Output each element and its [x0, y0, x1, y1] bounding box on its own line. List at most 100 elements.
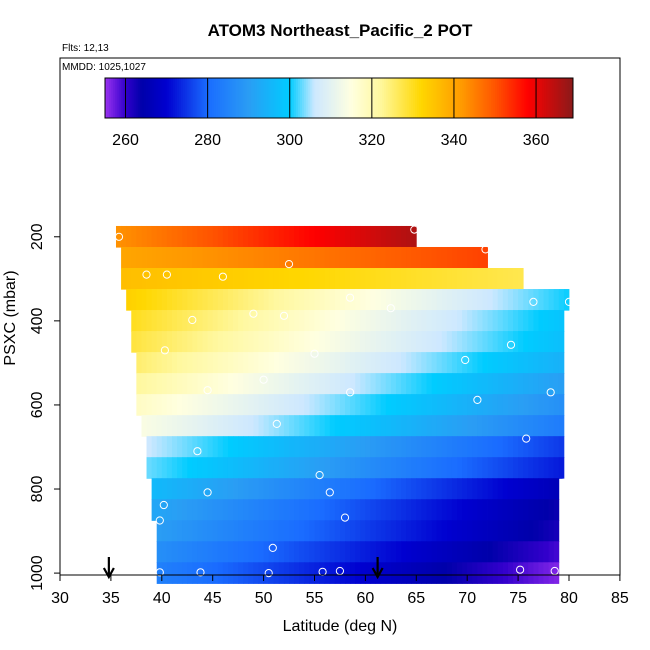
colorbar-segment [213, 78, 217, 118]
heatmap-cell [523, 541, 529, 563]
heatmap-cell [406, 457, 412, 479]
heatmap-cell [431, 457, 438, 479]
heatmap-cell [416, 415, 422, 437]
heatmap-cell [558, 436, 565, 458]
heatmap-cell [156, 478, 163, 500]
heatmap-cell [222, 541, 229, 563]
heatmap-cell [370, 394, 376, 416]
colorbar-segment [412, 78, 416, 118]
heatmap-cell [487, 499, 494, 521]
heatmap-cell [451, 289, 458, 311]
heatmap-cell [177, 225, 183, 248]
heatmap-cell [538, 331, 544, 353]
heatmap-cell [370, 478, 376, 500]
heatmap-cell [268, 499, 275, 521]
heatmap-cell [406, 541, 412, 563]
heatmap-cell [166, 457, 173, 479]
sample-point [203, 386, 212, 395]
heatmap-cell [339, 457, 346, 479]
heatmap-cell [222, 331, 229, 353]
heatmap-cell [177, 499, 183, 521]
colorbar-segment [509, 78, 512, 118]
heatmap-cell [350, 394, 356, 416]
heatmap-cell [497, 268, 504, 290]
heatmap-cell [283, 436, 290, 458]
heatmap-cell [121, 246, 127, 269]
heatmap-cell [339, 415, 346, 437]
heatmap-cell [263, 352, 270, 374]
heatmap-cell [212, 415, 219, 437]
heatmap-cell [492, 415, 499, 437]
heatmap-cell [329, 436, 336, 458]
heatmap-cell [548, 436, 555, 458]
heatmap-cell [217, 520, 224, 542]
heatmap-cell [390, 225, 397, 248]
heatmap-cell [192, 310, 198, 332]
heatmap-cell [278, 310, 285, 332]
heatmap-cell [467, 268, 473, 290]
heatmap-cell [339, 289, 346, 311]
heatmap-cell [222, 246, 229, 269]
heatmap-cell [268, 352, 275, 374]
flight-arrows [102, 557, 384, 580]
x-tick-label: 55 [306, 590, 324, 607]
colorbar-segment [441, 78, 445, 118]
heatmap-cell [492, 394, 499, 416]
heatmap-cell [171, 225, 178, 248]
heatmap-cell [426, 373, 432, 395]
sample-point [310, 349, 319, 358]
colorbar-segment [419, 78, 422, 118]
heatmap-cell [416, 394, 422, 416]
heatmap-cell [207, 310, 214, 332]
heatmap-cell [268, 225, 275, 248]
heatmap-cell [273, 499, 280, 521]
heatmap-cell [385, 352, 392, 374]
heatmap-cell [187, 436, 193, 458]
heatmap-cell [289, 499, 295, 521]
heatmap-cell [253, 331, 259, 353]
heatmap-cell [395, 352, 402, 374]
heatmap-cell [441, 373, 448, 395]
heatmap-cell [355, 520, 361, 542]
heatmap-cell [207, 331, 214, 353]
heatmap-cell [467, 562, 473, 584]
heatmap-cell [161, 225, 168, 248]
heatmap-cell [345, 415, 351, 437]
heatmap-cell [309, 352, 315, 374]
heatmap-cell [227, 541, 234, 563]
colorbar-segment [458, 78, 461, 118]
colorbar-tick-label: 340 [441, 132, 468, 149]
heatmap-cell [131, 289, 137, 311]
colorbar-segment [125, 78, 129, 118]
heatmap-cell [385, 394, 392, 416]
heatmap-cell [161, 436, 168, 458]
colorbar-segment [380, 78, 383, 118]
heatmap-cell [416, 268, 422, 290]
heatmap-cell [324, 499, 331, 521]
colorbar-segment [529, 78, 533, 118]
heatmap-cell [518, 520, 524, 542]
heatmap-cell [197, 457, 203, 479]
heatmap-cell [283, 478, 290, 500]
heatmap-cell [350, 562, 356, 584]
heatmap-cell [507, 499, 514, 521]
heatmap-cell [233, 289, 239, 311]
heatmap-cell [441, 268, 448, 290]
heatmap-cell [202, 373, 209, 395]
heatmap-cell [426, 562, 432, 584]
heatmap-cell [141, 310, 147, 332]
heatmap-cell [166, 268, 173, 290]
heatmap-cell [446, 415, 453, 437]
heatmap-cell [548, 541, 555, 563]
colorbar-segment [406, 78, 410, 118]
heatmap-cell [212, 352, 219, 374]
y-tick-label: 800 [29, 476, 46, 503]
heatmap-cell [212, 289, 219, 311]
heatmap-cell [497, 373, 504, 395]
heatmap-cell [289, 436, 295, 458]
heatmap-cell [273, 457, 280, 479]
heatmap-cell [187, 394, 193, 416]
heatmap-cell [365, 436, 371, 458]
heatmap-cell [283, 562, 290, 584]
colorbar-segment [250, 78, 254, 118]
